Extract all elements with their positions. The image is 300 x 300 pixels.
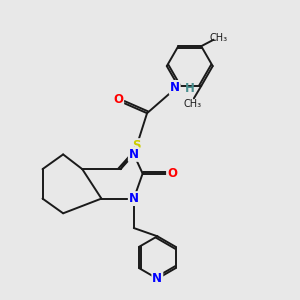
Text: O: O [113, 93, 123, 106]
Text: N: N [129, 148, 139, 161]
Text: N: N [170, 81, 180, 94]
Text: O: O [167, 167, 177, 180]
Text: N: N [129, 192, 139, 205]
Text: CH₃: CH₃ [210, 33, 228, 43]
Text: S: S [133, 139, 141, 152]
Text: H: H [184, 82, 194, 95]
Text: N: N [152, 272, 162, 285]
Text: CH₃: CH₃ [183, 99, 202, 109]
